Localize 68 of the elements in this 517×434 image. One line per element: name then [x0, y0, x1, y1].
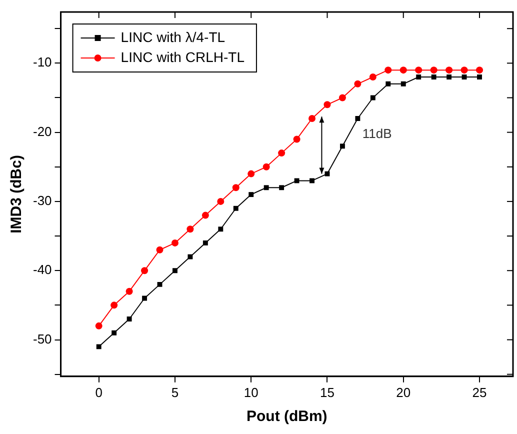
x-tick-label: 10	[244, 384, 258, 400]
point	[264, 185, 269, 190]
point	[400, 66, 407, 74]
point	[126, 288, 133, 295]
point	[324, 101, 331, 108]
point	[354, 80, 362, 88]
x-tick-label: 25	[472, 384, 487, 400]
x-tick-label: 0	[95, 384, 102, 400]
point	[294, 178, 300, 184]
point	[416, 74, 422, 80]
point	[279, 185, 284, 190]
point	[278, 150, 286, 157]
point	[141, 267, 148, 274]
point	[217, 198, 224, 205]
y-tick-label: -30	[32, 193, 52, 208]
point	[324, 171, 330, 176]
point	[142, 296, 148, 301]
x-axis-title: Pout (dBm)	[246, 408, 328, 426]
point	[95, 322, 102, 330]
y-tick-label: -40	[32, 262, 52, 278]
point	[430, 66, 438, 74]
x-tick-label: 15	[320, 384, 334, 400]
point	[110, 302, 118, 309]
point	[218, 226, 224, 232]
legend-label: LINC with CRLH-TL	[120, 48, 245, 65]
point	[384, 66, 392, 74]
point	[446, 74, 452, 80]
y-tick-label: -20	[32, 124, 52, 139]
point	[431, 74, 436, 80]
point	[188, 254, 193, 260]
y-tick-label: -10	[32, 54, 52, 70]
point	[248, 192, 254, 198]
point	[157, 282, 162, 287]
point	[293, 136, 300, 143]
point	[202, 240, 208, 246]
point	[248, 170, 255, 178]
point	[386, 81, 391, 86]
point	[171, 239, 178, 246]
point	[338, 94, 346, 102]
point	[460, 66, 468, 74]
point	[172, 268, 178, 274]
x-tick-label: 20	[396, 384, 411, 400]
point	[477, 74, 482, 80]
point	[476, 66, 484, 74]
point	[233, 206, 238, 211]
point	[96, 344, 102, 350]
point	[112, 330, 117, 336]
point	[340, 144, 345, 149]
legend-label: LINC with λ/4-TL	[120, 28, 226, 45]
point	[415, 66, 422, 74]
point	[446, 66, 453, 74]
point	[308, 114, 316, 122]
point	[262, 163, 270, 170]
annotation: 11dB	[362, 126, 392, 142]
point	[202, 212, 209, 219]
point	[355, 116, 360, 121]
point	[462, 74, 467, 80]
point	[126, 316, 132, 322]
x-tick-label: 5	[171, 384, 179, 400]
point	[186, 226, 194, 233]
point	[400, 81, 406, 86]
point	[370, 95, 376, 100]
y-tick-label: -50	[32, 331, 52, 346]
point	[369, 74, 376, 80]
y-axis-title: IMD3 (dBc)	[8, 155, 26, 234]
point	[310, 178, 314, 184]
point	[232, 184, 240, 192]
point	[156, 246, 164, 254]
